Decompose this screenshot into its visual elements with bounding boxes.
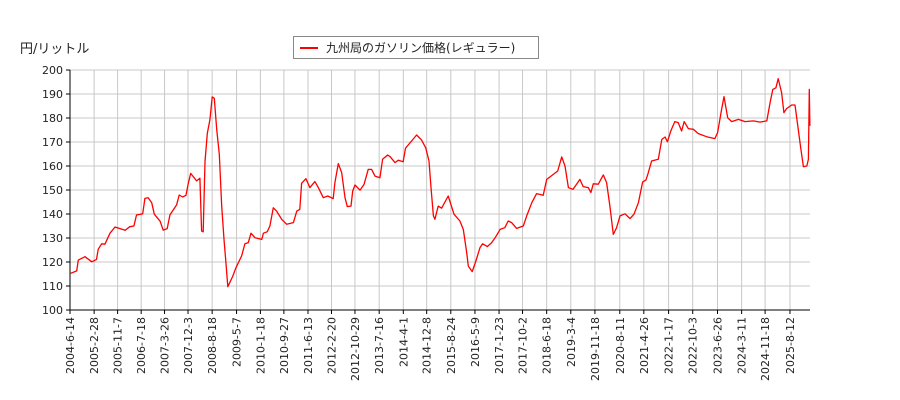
x-tick-label: 2017-10-2 [517,317,530,374]
y-tick-label: 100 [42,304,63,317]
x-tick-label: 2025-8-12 [784,317,797,374]
x-tick-label: 2005-2-28 [88,317,101,374]
x-tick-label: 2024-11-18 [759,317,772,381]
y-axis-label: 円/リットル [20,42,90,57]
y-tick-label: 190 [42,88,63,101]
x-tick-label: 2016-5-9 [469,317,482,367]
legend-swatch [300,46,318,49]
legend-label: 九州局のガソリン価格(レギュラー) [326,41,516,55]
x-tick-label: 2004-6-14 [64,317,77,374]
x-tick-label: 2014-12-8 [421,317,434,374]
x-tick-label: 2009-5-7 [231,317,244,367]
x-tick-label: 2010-9-27 [278,317,291,374]
legend: 九州局のガソリン価格(レギュラー) [293,36,539,59]
y-tick-label: 180 [42,112,63,125]
y-tick-label: 120 [42,256,63,269]
x-tick-label: 2014-4-1 [397,317,410,367]
y-tick-label: 110 [42,280,63,293]
x-tick-label: 2019-3-4 [565,317,578,367]
y-tick-label: 150 [42,184,63,197]
x-tick-label: 2023-6-26 [712,317,725,374]
x-tick-label: 2012-2-20 [325,317,338,374]
y-tick-label: 160 [42,160,63,173]
x-tick-label: 2011-6-13 [302,317,315,374]
x-tick-label: 2017-1-23 [493,317,506,374]
price-series-line [70,77,811,288]
x-tick-label: 2005-11-7 [112,317,125,374]
x-tick-label: 2018-6-18 [541,317,554,374]
x-tick-label: 2022-10-3 [687,317,700,374]
x-tick-label: 2019-11-18 [589,317,602,381]
x-tick-label: 2007-3-26 [159,317,172,374]
x-tick-label: 2013-7-16 [373,317,386,374]
x-tick-label: 2008-8-18 [206,317,219,374]
y-tick-label: 170 [42,136,63,149]
y-tick-label: 130 [42,232,63,245]
x-tick-label: 2020-8-11 [614,317,627,374]
x-tick-label: 2010-1-18 [254,317,267,374]
x-tick-label: 2021-4-26 [638,317,651,374]
x-tick-label: 2024-3-11 [736,317,749,374]
x-tick-label: 2006-7-18 [135,317,148,374]
x-tick-label: 2012-10-29 [349,317,362,381]
y-tick-label: 140 [42,208,63,221]
x-tick-label: 2007-12-3 [182,317,195,374]
y-tick-label: 200 [42,64,63,77]
x-tick-label: 2022-1-17 [663,317,676,374]
x-tick-label: 2015-8-24 [445,317,458,374]
